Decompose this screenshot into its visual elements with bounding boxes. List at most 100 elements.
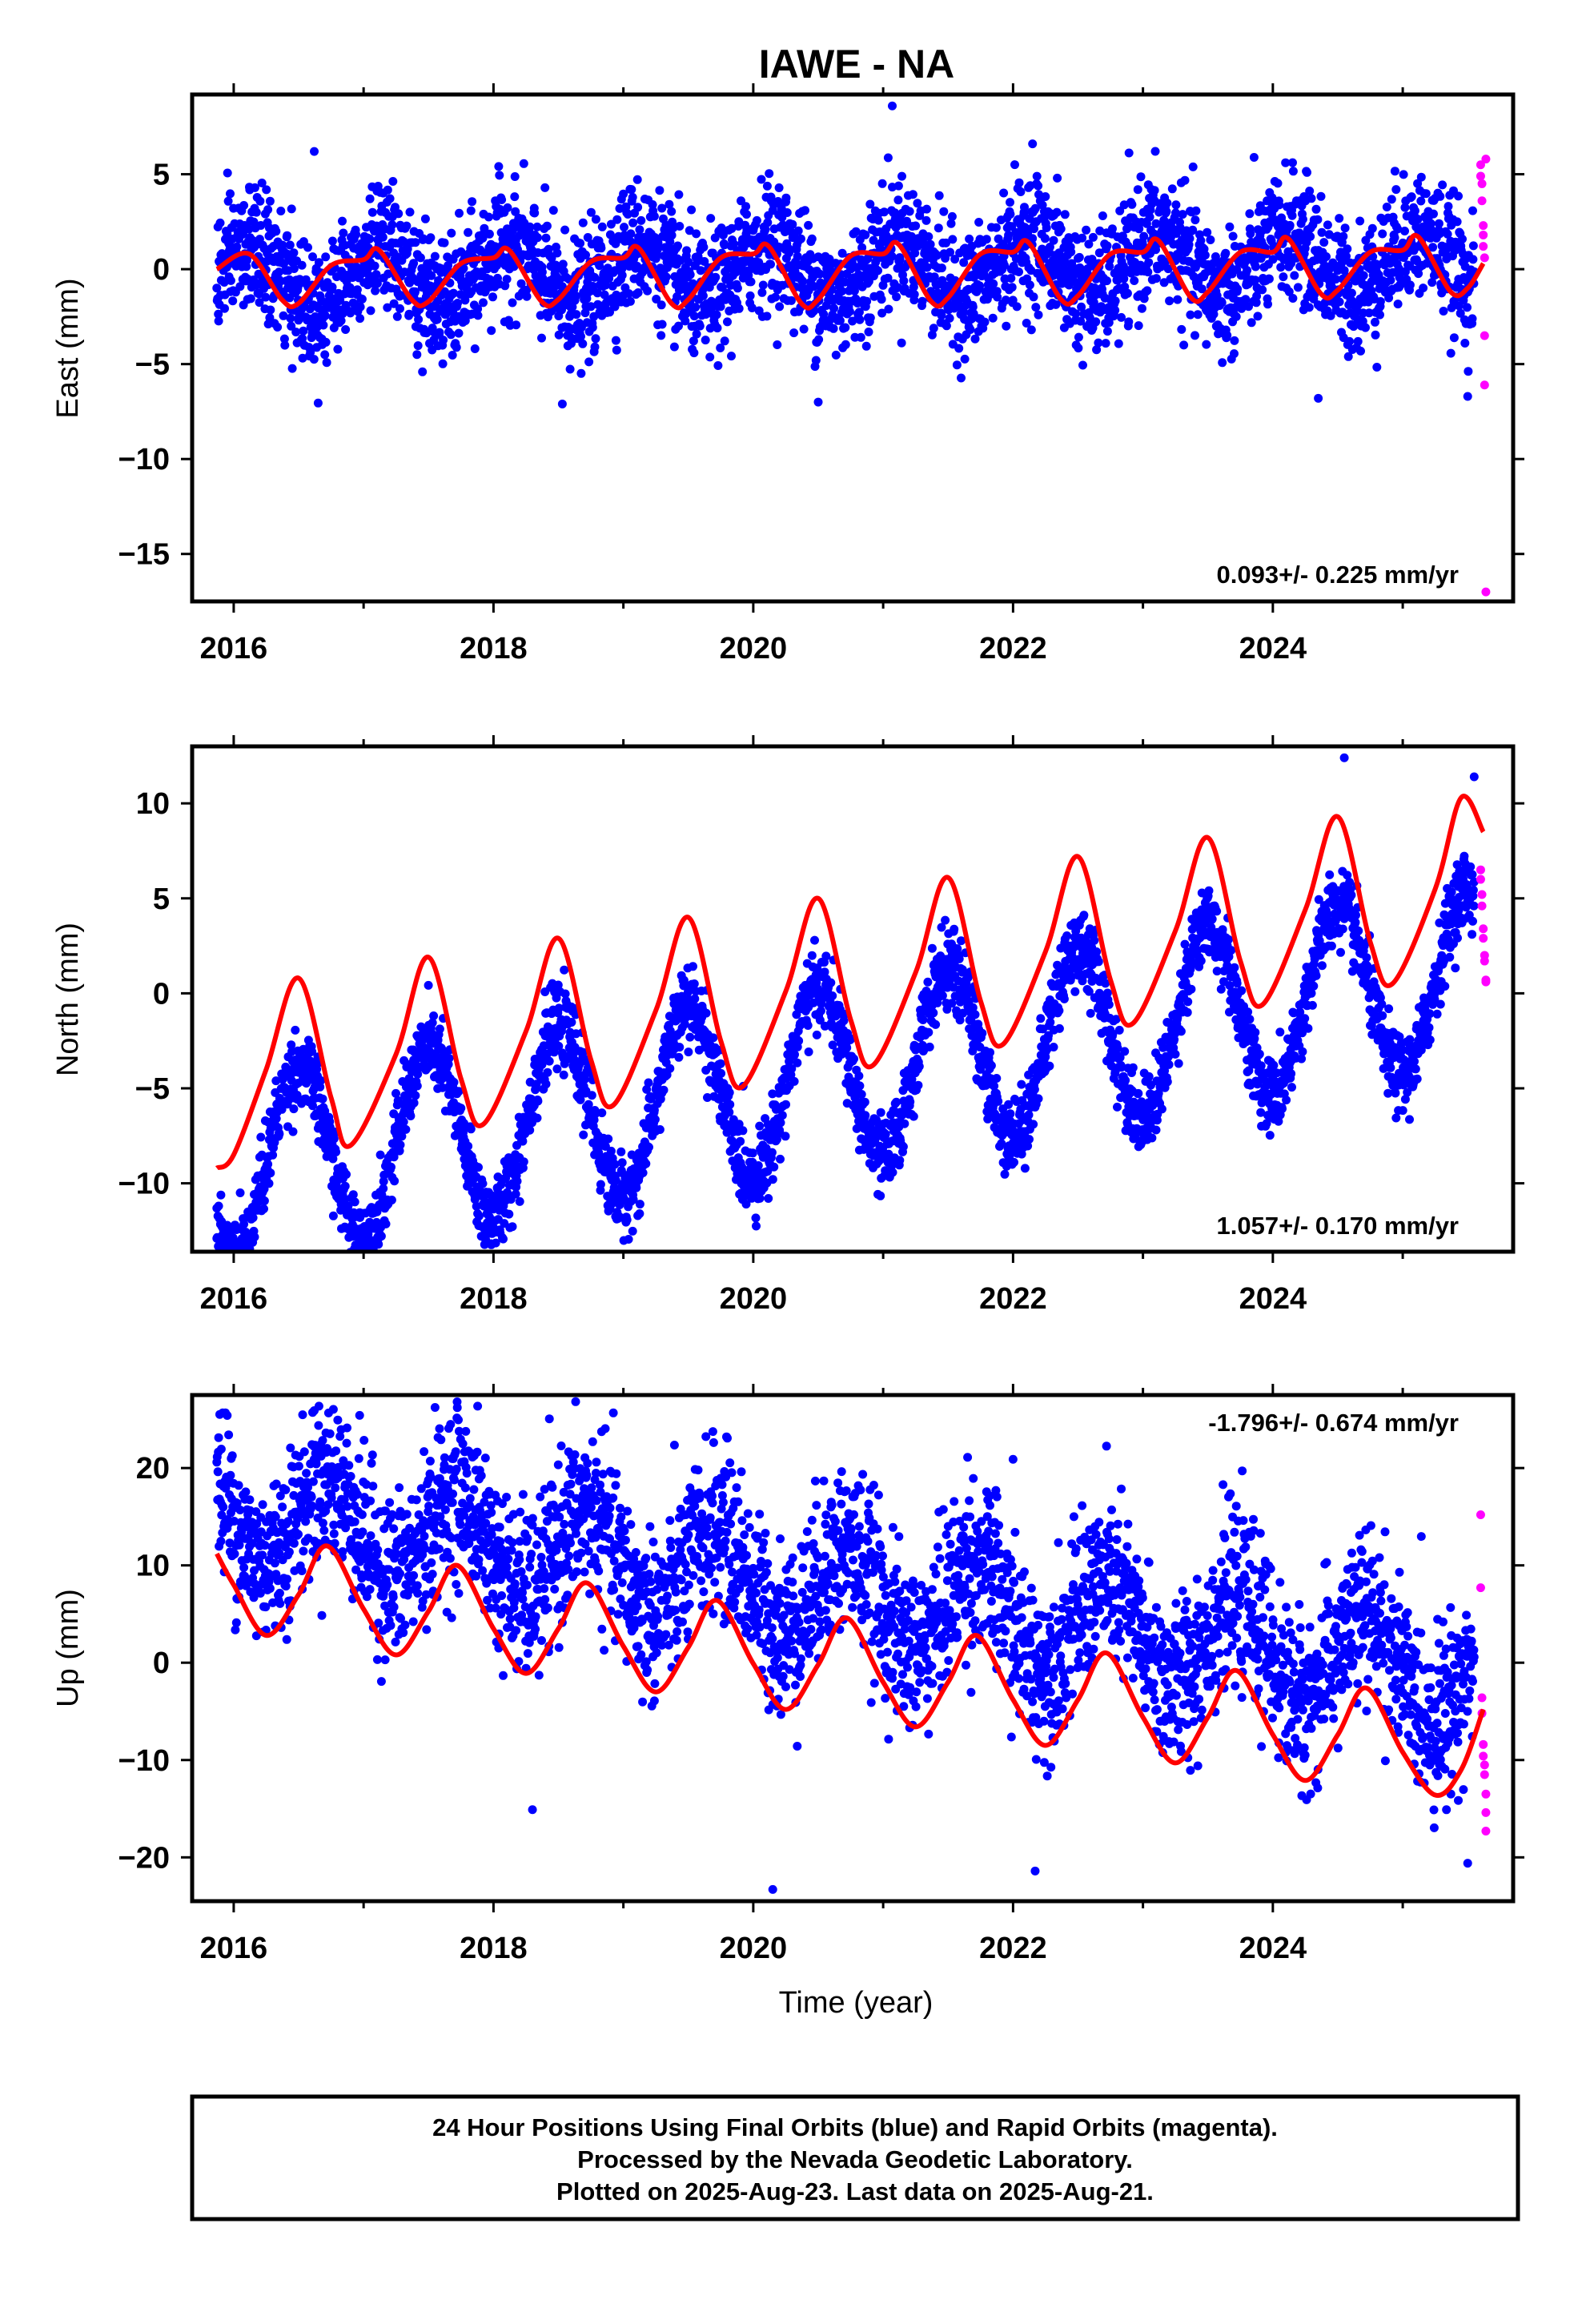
final-point	[487, 326, 496, 336]
final-point	[572, 310, 581, 320]
final-point	[1186, 310, 1195, 320]
final-point	[1419, 283, 1428, 293]
final-point	[416, 253, 425, 263]
final-point	[945, 313, 954, 323]
final-point	[223, 168, 232, 178]
final-point	[895, 255, 905, 264]
final-point	[1400, 227, 1409, 235]
final-point	[786, 296, 796, 305]
final-point	[1305, 187, 1315, 195]
final-point	[1463, 303, 1472, 312]
final-point	[655, 1125, 665, 1134]
final-point	[1304, 303, 1314, 312]
final-point	[303, 243, 312, 252]
final-point	[355, 302, 365, 312]
final-point	[530, 208, 540, 218]
final-point	[266, 305, 275, 315]
final-point	[669, 342, 679, 352]
final-orbit-points	[212, 753, 1479, 1252]
final-point	[644, 1078, 653, 1088]
final-point	[636, 215, 646, 225]
final-point	[351, 230, 361, 239]
final-point	[861, 230, 870, 239]
final-point	[633, 288, 643, 297]
final-point	[1247, 318, 1256, 328]
final-point	[1042, 223, 1051, 232]
final-point	[927, 330, 937, 340]
final-point	[873, 266, 882, 275]
final-point	[1435, 191, 1445, 201]
final-point	[706, 214, 716, 223]
final-point	[946, 219, 956, 228]
final-point	[430, 251, 440, 261]
final-point	[825, 255, 834, 263]
final-point	[339, 228, 348, 238]
final-point	[1268, 255, 1278, 264]
final-point	[479, 298, 488, 308]
final-point	[370, 261, 379, 271]
final-point	[1342, 251, 1351, 261]
final-point	[687, 205, 697, 215]
final-point	[510, 172, 520, 181]
final-point	[628, 218, 638, 227]
final-point	[1288, 158, 1297, 167]
final-point	[628, 192, 637, 202]
final-point	[879, 207, 889, 217]
x-tick-label: 2016	[200, 632, 268, 665]
final-point	[460, 316, 470, 325]
final-point	[567, 1018, 576, 1027]
final-point	[748, 1148, 757, 1158]
final-point	[887, 251, 897, 261]
final-point	[455, 208, 464, 218]
final-point	[1110, 296, 1120, 306]
final-point	[510, 192, 520, 202]
final-point	[1098, 211, 1107, 220]
final-point	[1145, 212, 1154, 222]
final-point	[893, 195, 903, 205]
final-point	[635, 225, 644, 235]
final-point	[579, 1130, 588, 1140]
final-point	[250, 1232, 259, 1242]
final-point	[1343, 352, 1353, 361]
final-point	[922, 204, 931, 214]
final-point	[1429, 209, 1438, 219]
final-point	[633, 203, 643, 212]
final-point	[884, 304, 893, 314]
final-point	[268, 1150, 278, 1160]
final-point	[725, 1100, 735, 1109]
final-point	[273, 323, 283, 332]
final-point	[942, 321, 951, 331]
final-point	[1233, 284, 1243, 294]
final-point	[262, 185, 271, 195]
y-tick-label: −5	[135, 348, 170, 382]
final-point	[1361, 323, 1370, 332]
final-point	[322, 358, 331, 368]
final-point	[414, 315, 424, 324]
final-point	[1264, 274, 1274, 283]
final-point	[280, 340, 290, 350]
final-point	[1258, 285, 1267, 295]
final-point	[331, 1148, 341, 1156]
final-point	[1359, 271, 1368, 280]
final-point	[239, 1220, 249, 1229]
final-point	[518, 1136, 528, 1146]
final-point	[413, 341, 423, 351]
final-point	[893, 181, 903, 191]
final-point	[1014, 178, 1024, 187]
final-point	[367, 207, 377, 217]
final-point	[861, 341, 871, 351]
final-point	[717, 1068, 726, 1078]
final-point	[1413, 215, 1423, 224]
final-point	[632, 175, 642, 184]
final-point	[576, 239, 585, 248]
final-point	[387, 1162, 396, 1172]
final-point	[742, 210, 751, 219]
final-point	[617, 271, 627, 280]
final-point	[1142, 286, 1152, 296]
final-point	[909, 282, 918, 292]
final-point	[1206, 235, 1215, 244]
final-point	[318, 1094, 327, 1104]
final-point	[226, 189, 235, 199]
final-point	[942, 238, 950, 247]
final-point	[1382, 203, 1391, 211]
